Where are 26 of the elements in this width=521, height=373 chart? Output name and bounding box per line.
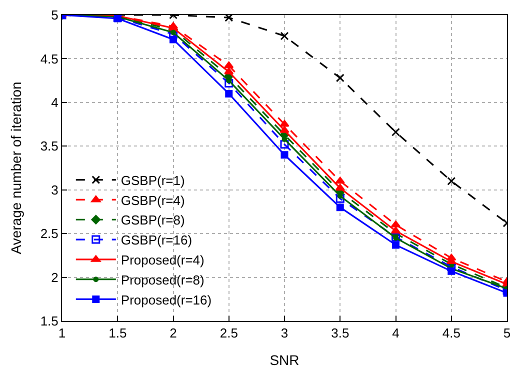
legend-label: Proposed(r=4) bbox=[120, 252, 204, 268]
x-tick-label: 4.5 bbox=[442, 326, 460, 341]
y-axis-title: Average number of iteration bbox=[8, 82, 24, 254]
y-tick-label: 1.5 bbox=[40, 314, 58, 329]
x-tick-label: 2.5 bbox=[220, 326, 238, 341]
y-tick-label: 2.5 bbox=[40, 226, 58, 242]
y-tick-label: 3 bbox=[51, 182, 58, 198]
y-tick-label: 4 bbox=[51, 94, 58, 110]
legend-label: Proposed(r=16) bbox=[120, 292, 212, 308]
x-tick-label: 2 bbox=[170, 326, 177, 341]
x-tick-label: 1.5 bbox=[108, 326, 127, 341]
y-tick-label: 2 bbox=[51, 270, 58, 285]
y-tick-label: 5 bbox=[51, 8, 58, 23]
x-tick-label: 4 bbox=[392, 326, 400, 341]
legend-label: GSBP(r=1) bbox=[120, 172, 185, 188]
legend-label: GSBP(r=16) bbox=[120, 232, 192, 248]
legend-label: Proposed(r=8) bbox=[120, 272, 204, 288]
y-tick-label: 3.5 bbox=[40, 138, 58, 154]
x-axis-title: SNR bbox=[270, 352, 300, 368]
x-tick-label: 3.5 bbox=[331, 326, 350, 341]
legend-label: GSBP(r=4) bbox=[120, 192, 185, 208]
x-tick-label: 3 bbox=[280, 326, 288, 341]
x-tick-label: 5 bbox=[503, 326, 511, 341]
y-tick-label: 4.5 bbox=[40, 51, 58, 66]
legend-label: GSBP(r=8) bbox=[120, 212, 185, 228]
x-tick-label: 1 bbox=[58, 326, 66, 341]
